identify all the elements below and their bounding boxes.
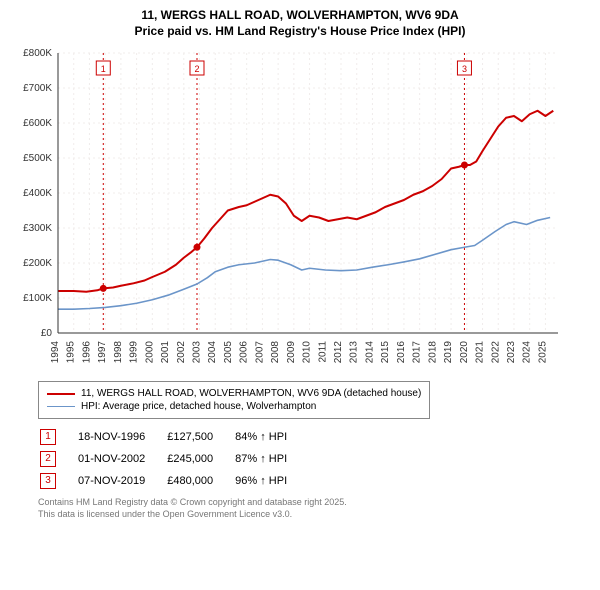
svg-text:£800K: £800K xyxy=(23,48,52,59)
attribution-line: This data is licensed under the Open Gov… xyxy=(38,509,592,521)
svg-text:2009: 2009 xyxy=(286,341,297,364)
svg-text:2016: 2016 xyxy=(396,341,407,364)
svg-text:2025: 2025 xyxy=(537,341,548,364)
attribution-line: Contains HM Land Registry data © Crown c… xyxy=(38,497,592,509)
marker-price: £245,000 xyxy=(167,449,233,469)
marker-badge: 3 xyxy=(40,473,56,489)
svg-text:2011: 2011 xyxy=(317,341,328,363)
svg-text:2: 2 xyxy=(194,64,199,74)
svg-text:2022: 2022 xyxy=(490,341,501,364)
title-line1: 11, WERGS HALL ROAD, WOLVERHAMPTON, WV6 … xyxy=(8,8,592,24)
svg-text:£0: £0 xyxy=(41,328,53,339)
svg-text:2005: 2005 xyxy=(223,341,234,364)
svg-text:2015: 2015 xyxy=(380,341,391,364)
chart-title: 11, WERGS HALL ROAD, WOLVERHAMPTON, WV6 … xyxy=(8,8,592,39)
marker-badge: 2 xyxy=(40,451,56,467)
legend-label: 11, WERGS HALL ROAD, WOLVERHAMPTON, WV6 … xyxy=(81,388,421,399)
svg-text:2019: 2019 xyxy=(443,341,454,364)
marker-pct: 96% ↑ HPI xyxy=(235,471,307,491)
svg-text:2010: 2010 xyxy=(302,341,313,364)
marker-date: 07-NOV-2019 xyxy=(78,471,165,491)
svg-text:£300K: £300K xyxy=(23,223,52,234)
svg-text:2001: 2001 xyxy=(160,341,171,364)
svg-text:1998: 1998 xyxy=(113,341,124,364)
table-row: 1 18-NOV-1996 £127,500 84% ↑ HPI xyxy=(40,427,307,447)
marker-price: £480,000 xyxy=(167,471,233,491)
svg-text:£500K: £500K xyxy=(23,153,52,164)
svg-text:2021: 2021 xyxy=(475,341,486,364)
svg-text:£700K: £700K xyxy=(23,83,52,94)
chart-svg: £0 £100K £200K £300K £400K £500K £600K £700K £80… xyxy=(8,43,568,373)
svg-text:2004: 2004 xyxy=(207,341,218,364)
line-chart: £0 £100K £200K £300K £400K £500K £600K £700K £80… xyxy=(8,43,592,373)
svg-text:2023: 2023 xyxy=(506,341,517,364)
svg-text:1999: 1999 xyxy=(129,341,140,364)
marker-pct: 84% ↑ HPI xyxy=(235,427,307,447)
table-row: 3 07-NOV-2019 £480,000 96% ↑ HPI xyxy=(40,471,307,491)
markers-table: 1 18-NOV-1996 £127,500 84% ↑ HPI 2 01-NO… xyxy=(38,425,309,493)
svg-text:2007: 2007 xyxy=(254,341,265,364)
svg-text:2008: 2008 xyxy=(270,341,281,364)
svg-text:2003: 2003 xyxy=(192,341,203,364)
marker-date: 01-NOV-2002 xyxy=(78,449,165,469)
legend: 11, WERGS HALL ROAD, WOLVERHAMPTON, WV6 … xyxy=(38,381,430,419)
svg-text:2020: 2020 xyxy=(459,341,470,364)
svg-text:2014: 2014 xyxy=(364,341,375,364)
svg-text:1996: 1996 xyxy=(81,341,92,364)
legend-swatch xyxy=(47,393,75,395)
svg-text:2013: 2013 xyxy=(349,341,360,364)
svg-text:2024: 2024 xyxy=(522,341,533,364)
legend-item: HPI: Average price, detached house, Wolv… xyxy=(47,401,421,412)
marker-pct: 87% ↑ HPI xyxy=(235,449,307,469)
attribution: Contains HM Land Registry data © Crown c… xyxy=(38,497,592,520)
legend-swatch xyxy=(47,406,75,407)
table-row: 2 01-NOV-2002 £245,000 87% ↑ HPI xyxy=(40,449,307,469)
svg-text:2012: 2012 xyxy=(333,341,344,364)
marker-price: £127,500 xyxy=(167,427,233,447)
svg-text:£400K: £400K xyxy=(23,188,52,199)
svg-text:1997: 1997 xyxy=(97,341,108,364)
marker-date: 18-NOV-1996 xyxy=(78,427,165,447)
svg-text:1994: 1994 xyxy=(50,341,61,364)
svg-text:2017: 2017 xyxy=(412,341,423,364)
svg-text:2000: 2000 xyxy=(144,341,155,364)
svg-text:1995: 1995 xyxy=(66,341,77,364)
svg-text:£200K: £200K xyxy=(23,258,52,269)
svg-text:2018: 2018 xyxy=(427,341,438,364)
svg-text:£100K: £100K xyxy=(23,293,52,304)
svg-text:£600K: £600K xyxy=(23,118,52,129)
marker-badge: 1 xyxy=(40,429,56,445)
svg-text:3: 3 xyxy=(462,64,467,74)
legend-item: 11, WERGS HALL ROAD, WOLVERHAMPTON, WV6 … xyxy=(47,388,421,399)
legend-label: HPI: Average price, detached house, Wolv… xyxy=(81,401,316,412)
svg-text:2006: 2006 xyxy=(239,341,250,364)
svg-text:1: 1 xyxy=(101,64,106,74)
title-line2: Price paid vs. HM Land Registry's House … xyxy=(8,24,592,40)
svg-text:2002: 2002 xyxy=(176,341,187,364)
